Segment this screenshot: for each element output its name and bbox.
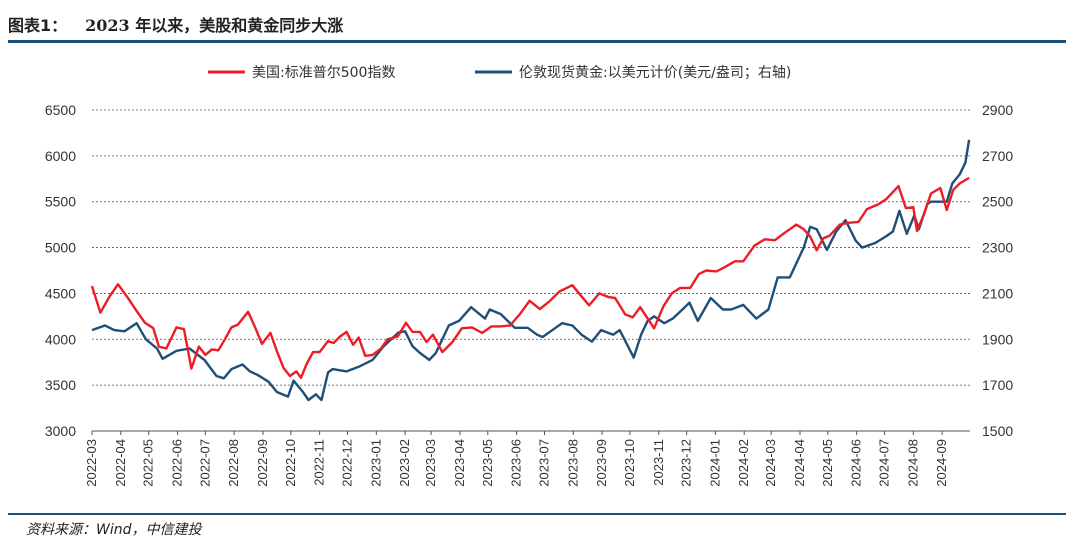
x-axis: 2022-03 2022-04 2022-05 2022-06 2022-07 2022-… [84,431,949,487]
figure-label: 图表1： [8,16,68,35]
series-lines [90,139,971,402]
x-tick-label: 2023-01 [368,439,383,487]
x-tick-label: 2023-03 [423,439,438,487]
right-tick-label: 1500 [982,423,1013,439]
right-axis: 1500 1700 1900 2100 2300 2500 2700 2900 [982,102,1013,439]
left-axis: 3000 3500 4000 4500 5000 5500 6000 6500 [45,102,76,439]
right-tick-label: 2300 [982,240,1013,256]
gridlines [92,109,970,432]
x-tick-label: 2022-04 [113,439,128,487]
x-tick-label: 2023-05 [480,439,495,487]
right-tick-label: 2500 [982,194,1013,210]
header-rule [8,40,1066,43]
legend-label-gold: 伦敦现货黄金:以美元计价(美元/盎司；右轴) [519,64,791,81]
x-tick-label: 2022-12 [340,439,355,487]
right-tick-label: 2100 [982,285,1013,301]
x-tick-label: 2022-03 [84,439,99,487]
right-tick-label: 1900 [982,331,1013,347]
legend-label-sp500: 美国:标准普尔500指数 [252,65,395,81]
left-tick-label: 6500 [45,102,76,118]
legend: 美国:标准普尔500指数 伦敦现货黄金:以美元计价(美元/盎司；右轴) [208,64,791,81]
x-tick-label: 2022-09 [255,439,270,487]
x-tick-label: 2023-09 [594,439,609,487]
x-tick-label: 2024-03 [763,439,778,487]
x-tick-label: 2022-08 [226,439,241,487]
right-tick-label: 2700 [982,148,1013,164]
x-tick-label: 2022-05 [141,439,156,487]
x-tick-label: 2023-08 [565,439,580,487]
left-tick-label: 4000 [45,331,76,347]
left-tick-label: 6000 [45,148,76,164]
left-tick-label: 3000 [45,423,76,439]
left-tick-label: 5000 [45,240,76,256]
left-tick-label: 5500 [45,194,76,210]
x-tick-label: 2024-06 [849,439,864,487]
x-tick-label: 2022-06 [169,439,184,487]
x-tick-label: 2024-04 [792,439,807,487]
x-tick-label: 2024-09 [934,439,949,487]
x-tick-label: 2023-10 [622,439,637,487]
right-tick-label: 1700 [982,377,1013,393]
series-line-sp500 [90,176,970,379]
x-tick-label: 2023-02 [397,439,412,487]
x-tick-label: 2022-07 [197,439,212,487]
x-tick-label: 2023-04 [452,439,467,487]
x-tick-label: 2022-11 [312,439,327,486]
figure-title: 2023 年以来，美股和黄金同步大涨 [85,16,344,35]
x-tick-label: 2024-02 [736,439,751,487]
x-tick-label: 2023-11 [651,439,666,486]
x-tick-label: 2024-07 [877,439,892,487]
left-tick-label: 3500 [45,377,76,393]
series-line-gold [91,139,971,402]
x-tick-label: 2024-08 [905,439,920,487]
figure-header: 图表1： 2023 年以来，美股和黄金同步大涨 [8,10,343,38]
left-tick-label: 4500 [45,285,76,301]
x-tick-label: 2023-12 [679,439,694,487]
x-tick-label: 2023-07 [536,439,551,487]
source-note: 资料来源：Wind，中信建投 [26,522,202,538]
footer-rule [8,513,1066,515]
x-tick-label: 2022-10 [283,439,298,487]
right-tick-label: 2900 [982,102,1013,118]
x-tick-label: 2024-01 [707,439,722,487]
x-tick-label: 2023-06 [509,439,524,487]
x-tick-label: 2024-05 [820,439,835,487]
